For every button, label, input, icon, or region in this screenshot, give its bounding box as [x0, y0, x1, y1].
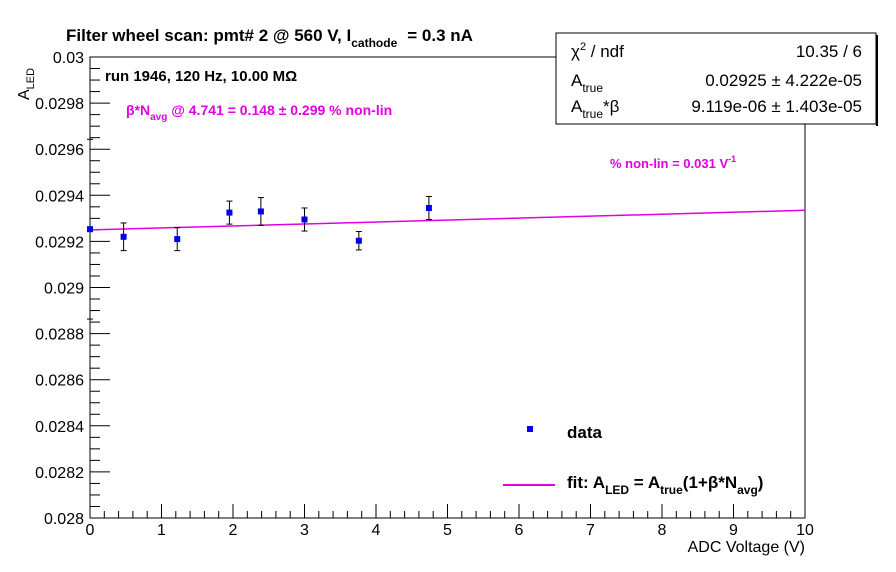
y-axis-label: ALED: [16, 68, 37, 100]
x-axis-label: ADC Voltage (V): [688, 539, 805, 556]
x-tick-label: 9: [729, 522, 738, 539]
data-point: [355, 230, 362, 251]
chart-title-suffix: = 0.3 nA: [407, 26, 473, 45]
data-series: [87, 138, 432, 320]
x-tick-label: 4: [372, 522, 381, 539]
x-tick-label: 10: [796, 522, 814, 539]
y-tick-label: 0.029: [44, 281, 84, 298]
data-marker: [120, 233, 127, 240]
plot-frame: [89, 56, 806, 519]
legend-data-label: data: [567, 423, 603, 442]
stats-atrue-value: 0.02925 ± 4.222e-05: [705, 71, 862, 90]
y-tick-label: 0.0286: [35, 373, 84, 390]
data-point: [257, 197, 264, 226]
chart-title-sub: cathode: [351, 36, 397, 50]
data-marker: [425, 204, 432, 211]
stats-chi2-rest: / ndf: [586, 42, 624, 61]
nonlin-annotation-sub: avg: [150, 112, 167, 123]
slope-annotation-sup: -1: [728, 154, 736, 164]
data-point: [87, 138, 93, 320]
chart-title: Filter wheel scan: pmt# 2 @ 560 V, Icath…: [66, 26, 473, 50]
x-tick-label: 7: [586, 522, 595, 539]
y-tick-label: 0.0296: [35, 142, 84, 159]
legend-fit-c: (1+β*N: [683, 473, 737, 492]
data-point: [174, 227, 181, 252]
stats-atrue-sub: true: [582, 81, 603, 95]
data-point: [301, 207, 308, 232]
legend-fit-sub1: LED: [605, 483, 629, 497]
y-tick-label: 0.0294: [35, 188, 84, 205]
data-point: [425, 195, 432, 221]
stats-atrue-beta-sub: true: [582, 107, 603, 121]
stats-chi2-value: 10.35 / 6: [796, 42, 862, 61]
y-tick-label: 0.03: [53, 50, 84, 67]
y-tick-labels: 0.028 0.0282 0.0284 0.0286 0.0288 0.029 0.0292…: [35, 50, 84, 528]
legend-fit-d: ): [758, 473, 764, 492]
nonlin-annotation-rest: @ 4.741 = 0.148 ± 0.299 % non-lin: [167, 102, 392, 118]
legend-fit-sub2: true: [660, 483, 683, 497]
y-tick-label: 0.0282: [35, 465, 84, 482]
stats-box: χ2 / ndf 10.35 / 6 Atrue 0.02925 ± 4.222…: [555, 32, 878, 126]
stats-atrue-beta-label: Atrue*β: [571, 97, 620, 121]
legend-data-marker: [527, 426, 533, 432]
data-marker: [87, 226, 93, 233]
fit-series: [89, 209, 806, 231]
y-tick-label: 0.0288: [35, 327, 84, 344]
y-tick-label: 0.0292: [35, 234, 84, 251]
stats-atrue-label: Atrue: [571, 71, 603, 95]
stats-box-shadow: [876, 35, 878, 126]
legend-fit-sub3: avg: [737, 483, 758, 497]
legend-fit-label: fit: ALED = Atrue(1+β*Navg): [567, 473, 763, 497]
x-tick-label: 2: [229, 522, 238, 539]
x-tick-label: 8: [658, 522, 667, 539]
x-tick-labels: 0 1 2 3 4 5 6 7 8 9 10: [86, 522, 814, 539]
x-tick-label: 3: [300, 522, 309, 539]
x-tick-label: 5: [443, 522, 452, 539]
data-point: [120, 222, 127, 252]
y-tick-label: 0.028: [44, 511, 84, 528]
y-tick-label: 0.0298: [35, 96, 84, 113]
stats-atrue-beta-rest: *β: [603, 97, 620, 116]
legend-fit-b: = A: [629, 473, 660, 492]
fit-line: [89, 209, 806, 231]
x-tick-label: 6: [515, 522, 524, 539]
axis-ticks: [89, 56, 806, 519]
run-info-text: run 1946, 120 Hz, 10.00 MΩ: [105, 68, 297, 85]
data-marker: [355, 237, 362, 244]
data-marker: [257, 208, 264, 215]
data-point: [226, 200, 233, 225]
stats-box-frame: [555, 32, 877, 125]
slope-annotation: % non-lin = 0.031 V-1: [610, 154, 736, 171]
data-marker: [174, 236, 181, 243]
legend: data fit: ALED = Atrue(1+β*Navg): [503, 423, 763, 497]
x-tick-label: 1: [157, 522, 166, 539]
stats-atrue-beta-value: 9.119e-06 ± 1.403e-05: [691, 97, 862, 116]
x-tick-label: 0: [86, 522, 95, 539]
nonlin-annotation: β*Navg @ 4.741 = 0.148 ± 0.299 % non-lin: [126, 102, 392, 123]
stats-chi2-label: χ2 / ndf: [571, 41, 624, 61]
stats-chi2-sup: 2: [580, 41, 586, 53]
data-marker: [226, 209, 233, 216]
y-axis-label-sub: LED: [25, 68, 37, 89]
y-tick-label: 0.0284: [35, 419, 84, 436]
data-marker: [301, 216, 308, 223]
